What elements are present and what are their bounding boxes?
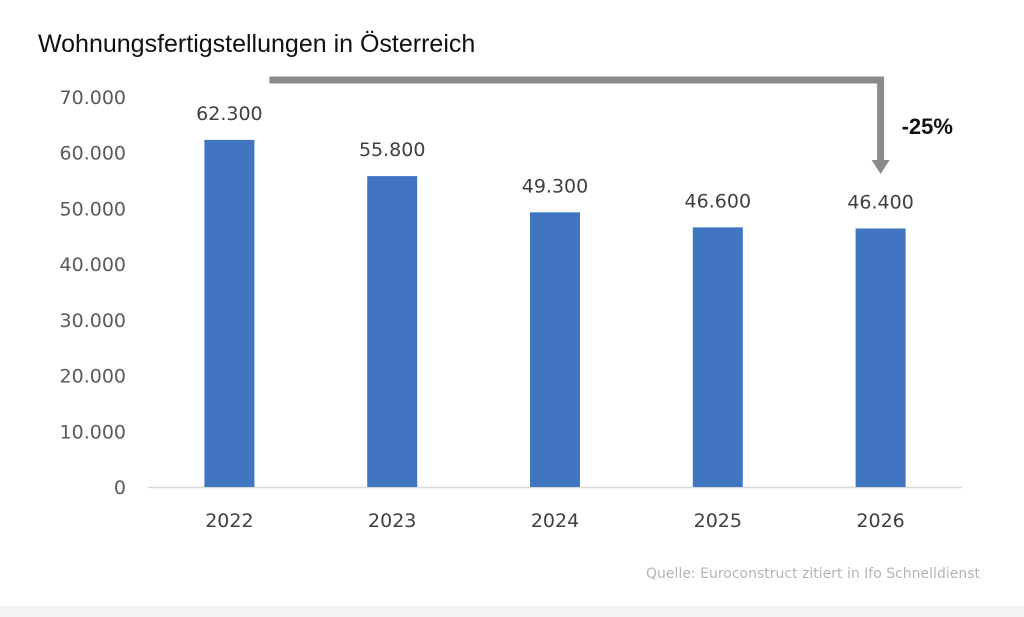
x-tick-label: 2026 <box>856 510 904 532</box>
bar <box>855 228 906 487</box>
y-axis-ticks: 0 10.000 20.000 30.000 40.000 50.000 60.000 70.… <box>60 87 126 499</box>
bar-value-label: 55.800 <box>359 139 425 161</box>
x-tick-label: 2025 <box>694 510 742 532</box>
y-tick-label: 20.000 <box>60 366 126 388</box>
change-annotation: -25% <box>269 76 953 174</box>
bar-value-label: 46.600 <box>685 190 751 212</box>
change-label: -25% <box>902 114 953 139</box>
x-tick-label: 2023 <box>368 510 416 532</box>
bar-value-label: 62.300 <box>196 103 262 125</box>
bar-value-label: 49.300 <box>522 175 588 197</box>
x-tick-label: 2022 <box>205 510 253 532</box>
change-arrow-line <box>269 76 885 160</box>
x-tick-label: 2024 <box>531 510 579 532</box>
y-tick-label: 10.000 <box>60 421 126 443</box>
source-note: Quelle: Euroconstruct zitiert in Ifo Sch… <box>646 566 980 582</box>
value-labels: 62.300 55.800 49.300 46.600 46.400 <box>196 103 914 214</box>
bars <box>204 139 906 488</box>
bottom-strip <box>0 606 1024 617</box>
y-tick-label: 60.000 <box>60 143 126 165</box>
y-tick-label: 0 <box>114 477 126 499</box>
y-tick-label: 30.000 <box>60 310 126 332</box>
bar <box>204 139 255 487</box>
bar-value-label: 46.400 <box>847 191 913 213</box>
x-axis-ticks: 2022 2023 2024 2025 2026 <box>205 510 905 532</box>
chart-title: Wohnungsfertigstellungen in Österreich <box>38 30 475 58</box>
change-arrow-head <box>871 160 890 174</box>
y-tick-label: 70.000 <box>60 87 126 109</box>
y-tick-label: 40.000 <box>60 254 126 276</box>
bar <box>530 212 580 488</box>
bar <box>692 227 743 487</box>
bar <box>367 176 418 487</box>
y-tick-label: 50.000 <box>60 198 126 220</box>
